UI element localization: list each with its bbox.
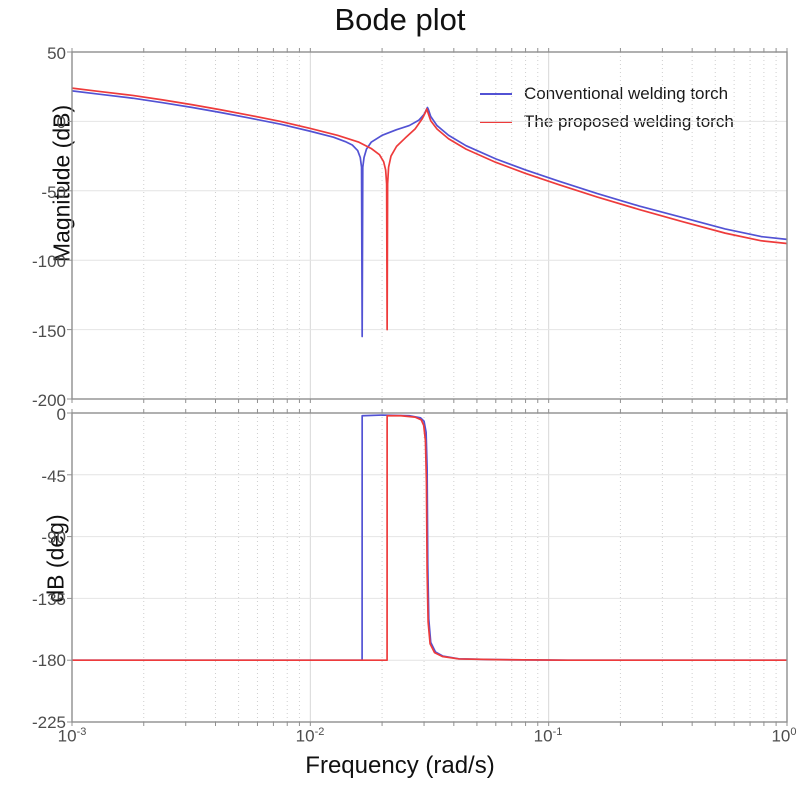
ph-ytick-neg45: -45 — [41, 467, 66, 486]
xtick-1e-1: 10-1 — [533, 726, 563, 746]
xtick-1e0: 100 — [771, 726, 797, 746]
mag-ytick-neg100: -100 — [31, 252, 66, 271]
ph-ytick-neg90: -90 — [41, 528, 66, 547]
legend-line-red-icon — [480, 121, 512, 123]
xtick-1e-2: 10-2 — [295, 726, 325, 746]
legend-item-conventional: Conventional welding torch — [480, 80, 734, 108]
mag-ytick-neg200: -200 — [31, 391, 66, 410]
legend-line-blue-icon — [480, 93, 512, 95]
mag-ytick-0: 0 — [56, 113, 66, 132]
ph-ytick-0: 0 — [56, 405, 66, 424]
chart-title: Bode plot — [334, 2, 466, 37]
xtick-1e-3: 10-3 — [57, 726, 87, 746]
mag-ytick-50: 50 — [47, 44, 66, 63]
mag-ytick-neg50: -50 — [41, 183, 66, 202]
legend-label-conventional: Conventional welding torch — [524, 84, 729, 103]
ph-ytick-neg180: -180 — [31, 651, 66, 670]
ph-ytick-neg225: -225 — [31, 713, 66, 732]
mag-ytick-neg150: -150 — [31, 322, 66, 341]
ph-ytick-neg135: -135 — [31, 590, 66, 609]
frequency-axis-label: Frequency (rad/s) — [305, 752, 495, 779]
